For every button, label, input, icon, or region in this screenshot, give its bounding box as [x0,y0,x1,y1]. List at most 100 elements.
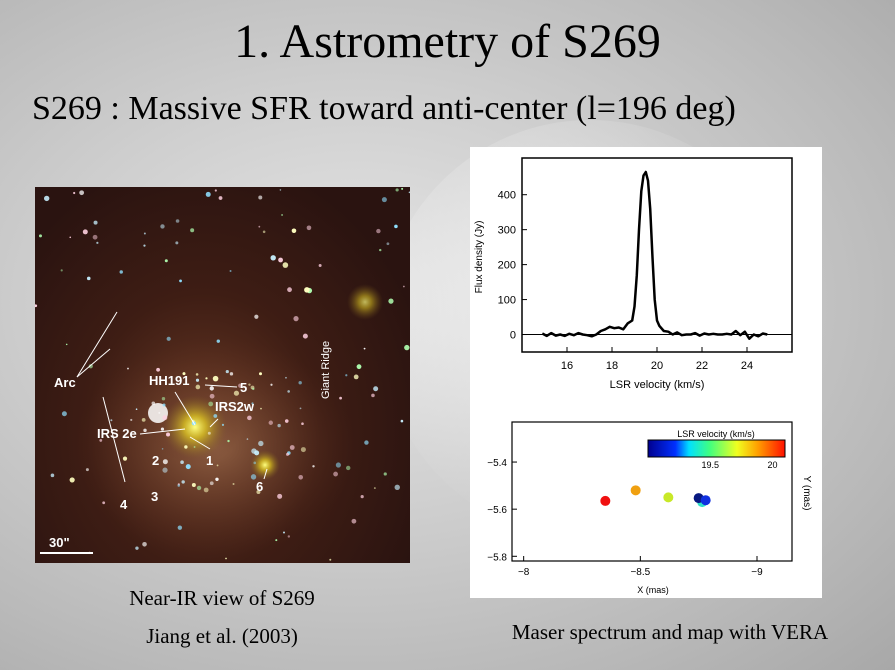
star [246,438,249,440]
star [353,374,359,380]
star [185,464,191,470]
star [208,401,214,407]
y-tick-label: −5.4 [487,458,507,469]
star [329,558,332,561]
y-tick-label: 0 [510,330,516,342]
cluster-glow [347,284,383,320]
star [306,225,312,231]
star [73,191,76,195]
star [175,219,180,223]
star [299,407,302,410]
star [258,195,263,200]
slide-subtitle: S269 : Massive SFR toward anti-center (l… [32,90,736,127]
cluster-glow [250,450,280,480]
star [196,485,202,491]
star [207,431,211,435]
star [216,339,220,343]
star [99,439,103,442]
star [270,383,273,386]
star [304,287,310,293]
star [346,465,351,471]
label-irs2w: IRS2w [215,399,255,414]
star [333,471,338,477]
star [181,480,185,484]
star [205,377,208,380]
star [284,419,289,423]
star [216,464,219,467]
star [135,408,138,411]
star [79,190,85,196]
star [373,487,376,489]
y-tick-label: 400 [498,190,516,202]
x-tick-label: 16 [561,360,573,372]
maser-spot [663,492,674,503]
star [402,285,405,288]
star [291,228,297,234]
y-tick-label: −5.8 [487,552,507,563]
star [179,279,182,283]
star [143,428,147,433]
star [151,401,156,406]
star [268,420,273,425]
map-frame [511,421,793,562]
y-tick-label: −5.6 [487,505,507,516]
star [233,390,240,396]
x-tick-label: −9 [751,567,763,578]
star [287,535,291,538]
star [238,383,243,388]
star [143,244,146,247]
star [158,411,161,414]
star [229,270,232,273]
star [277,423,281,428]
star [195,373,199,376]
star [209,393,215,399]
star [122,456,128,461]
star [364,440,369,445]
star [248,383,251,386]
star [318,264,322,268]
maser-charts: 16 18 20 22 24 0 100 200 300 400 −8 −8.5 −9 −5.4 −5.6… [474,157,812,595]
star [93,220,98,225]
star [135,546,139,550]
star [260,407,262,410]
star [96,241,99,244]
star [214,189,217,192]
map-x-label: X (mas) [637,585,669,595]
x-tick-label: 24 [741,360,753,372]
star [160,224,165,229]
star [256,490,261,495]
star [232,483,235,486]
star [143,232,146,235]
star [339,396,342,400]
star [247,415,252,421]
star [286,452,290,456]
star [258,225,261,228]
star [177,525,183,530]
star [345,374,348,377]
star [404,344,410,351]
star [86,276,91,281]
label-irs2e: IRS 2e [97,426,137,441]
label-hh191: HH191 [149,373,190,388]
star [381,197,387,203]
spectrum-x-label: LSR velocity (km/s) [610,379,705,391]
star [203,487,209,493]
star [277,493,283,499]
star [180,460,184,465]
star [289,445,295,450]
star [252,387,255,391]
star [225,557,227,560]
label-giant-ridge: Giant Ridge [320,340,332,399]
label-2: 2 [152,453,160,468]
x-tick-label: −8 [518,567,530,578]
y-tick-label: 300 [498,225,516,237]
star [356,364,362,370]
star [251,402,254,405]
star [50,473,55,478]
colorbar [647,439,786,458]
star [61,411,67,417]
star [161,448,164,450]
slide-title: 1. Astrometry of S269 [234,15,661,68]
star [278,257,283,263]
star [209,481,214,486]
